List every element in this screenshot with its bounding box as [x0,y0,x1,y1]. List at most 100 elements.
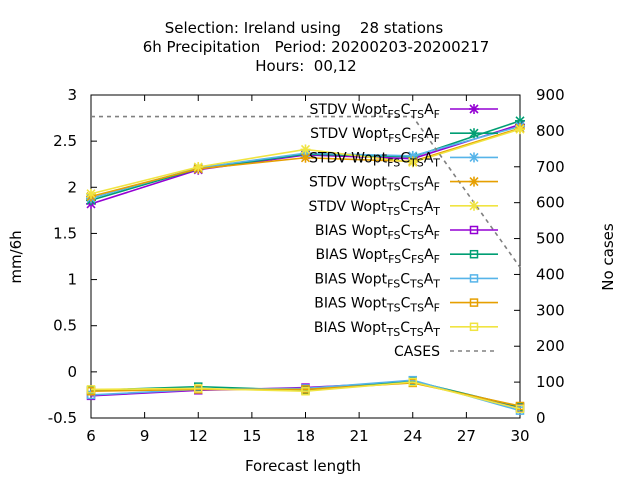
legend-marker [469,298,479,307]
y-tick-label: 3 [67,86,77,104]
title-line-2: 6h Precipitation Period: 20200203-202002… [143,38,490,56]
data-point [515,404,525,414]
y2-tick-label: 800 [536,122,565,140]
legend-subscript: TS [386,181,401,194]
legend-text-part: C [401,126,411,142]
legend-entry: BIAS WoptFS​CTS​AT​ [314,271,498,290]
legend-subscript: TS [409,302,424,315]
legend-entry: BIAS WoptTS​CTS​AT​ [314,320,498,339]
legend-subscript: TS [409,156,424,169]
legend-text-part: C [401,223,411,239]
legend-entry: BIAS WoptFS​CFS​AF​ [315,247,498,266]
legend-text-part: A [424,102,434,118]
legend-text-part: STDV Wopt [309,150,387,166]
legend-marker [469,104,479,114]
series-layer [86,115,525,415]
legend-subscript: FS [388,253,401,266]
legend-text-part: C [400,150,410,166]
legend-subscript: TS [409,277,424,290]
legend-label: STDV WoptFS​CFS​AF​ [310,126,440,145]
y-tick-label: 0.5 [53,317,77,335]
legend-subscript: FS [411,253,424,266]
legend-label: STDV WoptFS​CTS​AT​ [309,150,440,169]
legend-subscript: F [434,302,440,315]
legend-entry: BIAS WoptFS​CTS​AF​ [315,223,498,242]
legend-text-part: A [424,223,434,239]
legend-entry: STDV WoptTS​CTS​AF​ [309,175,498,194]
legend-subscript: T [432,205,440,218]
legend-subscript: TS [386,326,401,339]
x-tick-label: 24 [403,427,422,445]
y2-tick-label: 900 [536,86,565,104]
legend-subscript: FS [387,156,400,169]
y-axis-label: mm/6h [7,230,25,283]
legend-label: BIAS WoptFS​CFS​AF​ [315,247,440,266]
y-tick-label: -0.5 [48,409,77,427]
legend-text-part: C [401,175,411,191]
data-point [515,124,525,135]
y-tick-label: 0 [67,363,77,381]
legend-text-part: STDV Wopt [310,102,388,118]
legend-text-part: A [424,126,434,142]
legend: STDV WoptFS​CTS​AF​STDV WoptFS​CFS​AF​ST… [309,102,498,360]
legend-text-part: C [401,102,411,118]
legend-text-part: STDV Wopt [309,175,387,191]
axes: 6 9 12 15 18 21 24 27 30-0.500.511.522.530100200… [48,86,565,445]
data-point [193,161,204,172]
legend-label: CASES [394,344,440,360]
legend-label: BIAS WoptTS​CTS​AF​ [314,296,440,315]
y2-tick-label: 200 [536,337,565,355]
legend-text-part: BIAS Wopt [314,296,387,312]
legend-entry: STDV WoptTS​CTS​AT​ [309,199,498,218]
legend-marker [469,322,479,332]
legend-text-part: C [400,199,410,215]
legend-subscript: F [434,229,440,242]
x-tick-label: 21 [350,427,369,445]
series-3 [86,123,525,202]
series-line [90,381,521,410]
legend-label: STDV WoptTS​CTS​AT​ [309,199,441,218]
data-point [407,157,418,168]
legend-subscript: FS [411,132,424,145]
legend-label: BIAS WoptFS​CTS​AF​ [315,223,440,242]
y2-tick-label: 600 [536,194,565,212]
legend-text-part: A [424,271,434,287]
y2-tick-label: 700 [536,158,565,176]
y-tick-label: 1.5 [53,224,77,242]
series-line [91,115,521,268]
legend-text-part: C [400,320,410,336]
series-9 [86,377,525,414]
legend-entry: STDV WoptFS​CFS​AF​ [310,126,498,145]
legend-subscript: TS [409,326,424,339]
legend-subscript: TS [386,205,401,218]
title-line-1: Selection: Ireland using 28 stations [165,19,444,37]
y-tick-label: 1 [67,271,77,289]
x-tick-label: 18 [296,427,315,445]
data-point [194,384,203,393]
legend-subscript: TS [409,181,424,194]
legend-subscript: FS [387,277,400,290]
series-4 [86,124,525,199]
legend-subscript: F [434,253,440,266]
legend-text-part: A [424,175,434,191]
legend-entry: BIAS WoptTS​CTS​AF​ [314,296,498,315]
x-tick-label: 15 [242,427,261,445]
x-tick-label: 27 [457,427,476,445]
x-tick-label: 12 [189,427,208,445]
legend-subscript: FS [388,132,401,145]
legend-text-part: STDV Wopt [310,126,388,142]
legend-subscript: F [434,181,440,194]
y2-tick-label: 300 [536,301,565,319]
legend-text-part: A [424,199,434,215]
legend-label: BIAS WoptFS​CTS​AT​ [314,271,440,290]
legend-subscript: F [434,132,440,145]
legend-marker [469,274,479,283]
data-point [408,377,417,387]
legend-label: STDV WoptFS​CTS​AF​ [310,102,440,121]
legend-text-part: A [424,296,434,312]
legend-text-part: C [400,271,410,287]
x-axis-label: Forecast length [245,457,361,475]
legend-text-part: C [401,247,411,263]
y-tick-label: 2.5 [53,132,77,150]
